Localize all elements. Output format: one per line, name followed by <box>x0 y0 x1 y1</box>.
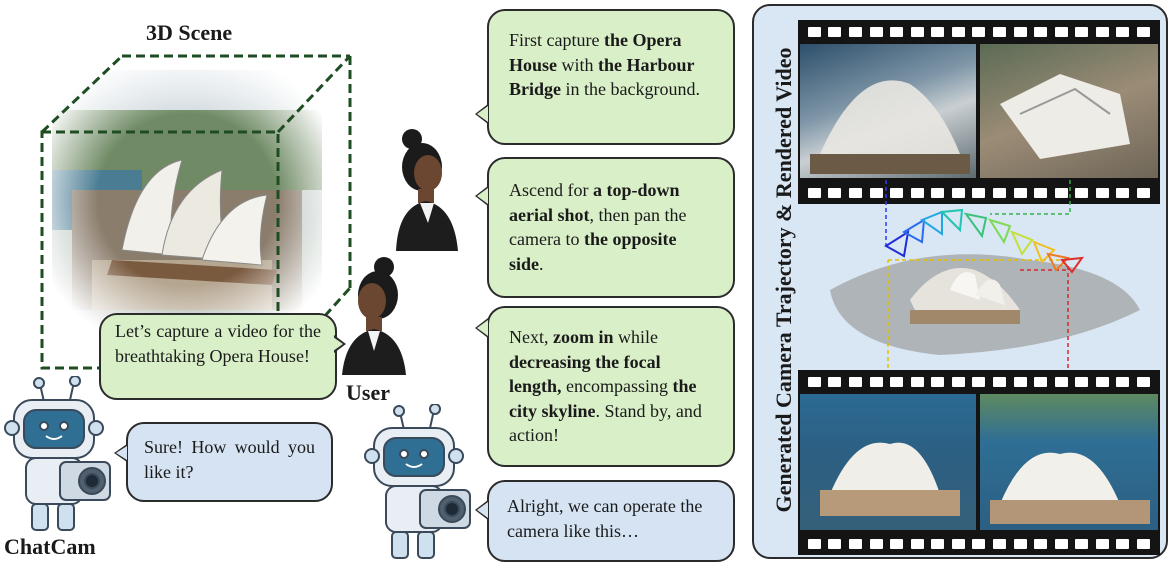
instruction-highlight: the Opera House <box>509 30 682 75</box>
chatcam-robot-icon <box>364 404 471 559</box>
bot-final-bubble: Alright, we can operate the camera like … <box>487 480 735 562</box>
instruction-text: Next, <box>509 327 553 347</box>
instruction-text: in the background. <box>561 79 700 99</box>
right-panel-title-text: Generated Camera Trajectory & Rendered V… <box>771 47 796 513</box>
top-film-strip <box>798 20 1160 204</box>
bot-final-text: Alright, we can operate the camera like … <box>507 496 703 541</box>
instruction-text: First capture <box>509 30 604 50</box>
rendered-frame <box>980 394 1158 530</box>
rendered-frame <box>800 394 976 530</box>
bubble-tail <box>477 188 488 204</box>
instruction-text: Ascend for <box>509 180 593 200</box>
rendered-frame <box>800 44 976 178</box>
user-initial-text: Let’s capture a video for the breathtaki… <box>115 321 321 366</box>
instruction-text: . Stand by, and action! <box>509 400 702 446</box>
camera-trajectory-diagram <box>830 180 1140 375</box>
chatcam-label: ChatCam <box>4 534 96 559</box>
instruction-text: , then pan the camera to <box>509 204 687 250</box>
user-instruction-2-bubble: Ascend for a top-down aerial shot, then … <box>487 157 735 298</box>
instruction-highlight: the Harbour Bridge <box>509 54 695 100</box>
bubble-tail <box>116 446 127 460</box>
instruction-text: while <box>613 327 658 347</box>
bubble-tail <box>477 106 488 122</box>
rendered-frame <box>980 44 1158 178</box>
user-avatar-icon <box>396 129 458 251</box>
bot-reply-bubble: Sure! How would you like it? <box>126 422 333 502</box>
bubble-tail <box>333 337 343 351</box>
opera-house-scene-image <box>52 70 322 330</box>
user-initial-bubble: Let’s capture a video for the breathtaki… <box>99 313 337 400</box>
chatcam-robot-icon <box>4 376 111 531</box>
instruction-highlight: the city skyline <box>509 376 697 421</box>
user-avatar-icon <box>342 257 406 375</box>
user-label: User <box>346 380 390 405</box>
instruction-highlight: zoom in <box>553 327 614 347</box>
right-panel-title: Generated Camera Trajectory & Rendered V… <box>771 15 797 545</box>
user-instruction-3-bubble: Next, zoom in while decreasing the focal… <box>487 306 735 467</box>
instruction-highlight: a top-down aerial shot <box>509 180 680 225</box>
instruction-text: . <box>539 253 544 274</box>
instruction-highlight: decreasing the focal length, <box>509 351 661 397</box>
instruction-highlight: the opposite side <box>509 229 677 274</box>
instruction-text: with <box>557 54 599 75</box>
bottom-film-strip <box>798 370 1160 555</box>
bubble-tail <box>477 502 488 518</box>
bubble-tail <box>477 320 488 336</box>
instruction-text: encompassing <box>561 376 673 396</box>
user-instruction-1-bubble: First capture the Opera House with the H… <box>487 9 735 145</box>
scene-title: 3D Scene <box>146 20 233 45</box>
bot-reply-text: Sure! How would you like it? <box>144 437 315 482</box>
point-cloud <box>830 254 1140 355</box>
